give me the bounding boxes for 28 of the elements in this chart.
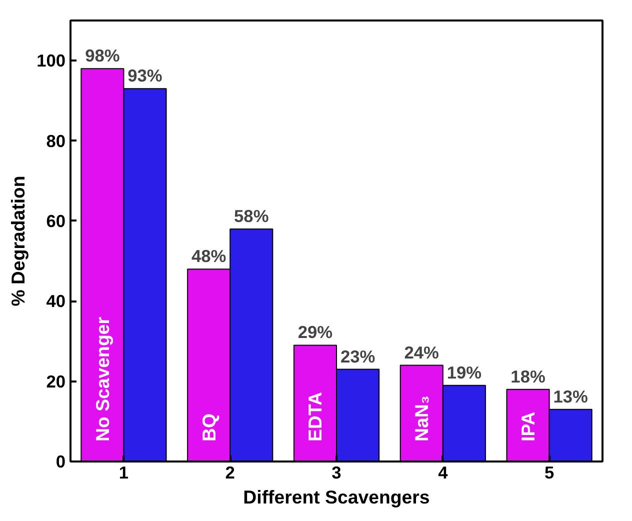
annotation: EDTA bbox=[304, 392, 326, 442]
x-tick-label: 2 bbox=[225, 462, 235, 482]
annotation: No Scavenger bbox=[92, 317, 113, 442]
data-label: 48% bbox=[191, 246, 226, 266]
x-tick-label: 1 bbox=[118, 462, 129, 482]
y-tick-label: 80 bbox=[46, 130, 66, 151]
annotation: BQ bbox=[198, 413, 220, 442]
annotation: IPA bbox=[518, 412, 539, 442]
data-label: 19% bbox=[446, 362, 482, 382]
y-axis-title: % Degradation bbox=[8, 176, 29, 306]
y-tick-label: 0 bbox=[56, 452, 66, 472]
data-label: 24% bbox=[404, 342, 439, 362]
x-tick-label: 3 bbox=[332, 462, 342, 482]
data-label: 93% bbox=[128, 66, 162, 86]
data-label: 58% bbox=[234, 206, 269, 226]
data-label: 98% bbox=[85, 46, 120, 66]
data-label: 23% bbox=[340, 346, 376, 366]
data-label: 18% bbox=[510, 366, 546, 386]
y-tick-label: 60 bbox=[46, 210, 66, 231]
x-axis-title: Different Scavengers bbox=[243, 486, 430, 508]
y-tick-label: 40 bbox=[46, 291, 66, 312]
x-tick-label: 4 bbox=[438, 462, 448, 482]
data-label: 13% bbox=[553, 386, 588, 406]
y-tick-label: 100 bbox=[36, 50, 66, 71]
y-tick-label: 20 bbox=[46, 371, 66, 392]
x-tick-label: 5 bbox=[544, 462, 554, 482]
annotation: NaN₃ bbox=[411, 396, 432, 442]
data-label: 29% bbox=[298, 322, 333, 342]
